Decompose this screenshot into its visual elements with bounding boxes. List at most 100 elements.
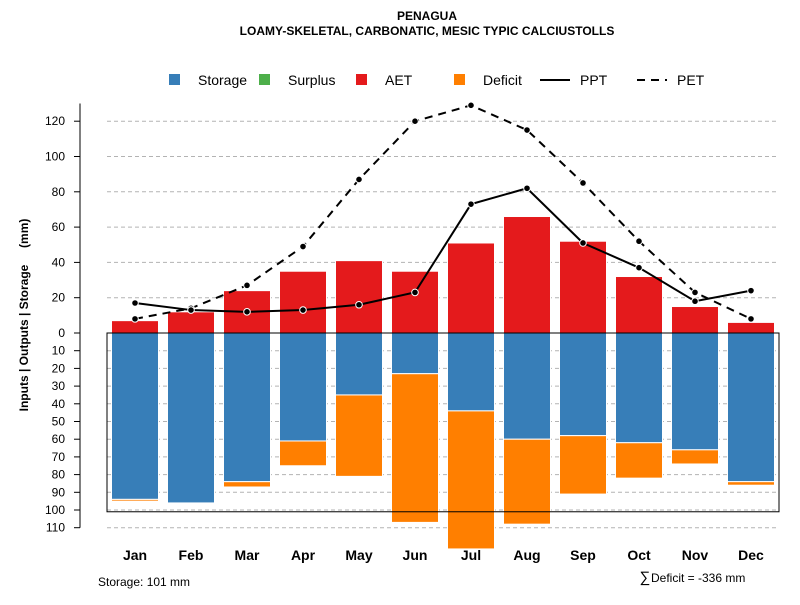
bar-storage-jul (447, 332, 495, 412)
y-tick-label-bottom: 30 (52, 379, 66, 393)
ppt-point-oct (635, 263, 643, 272)
legend-label-surplus: Surplus (288, 72, 335, 88)
y-tick-label-bottom: 40 (52, 397, 66, 411)
pet-point-jan (131, 315, 139, 323)
legend-swatch-aet (356, 74, 367, 85)
bar-deficit-sep (559, 435, 607, 495)
y-tick-label-top: 0 (58, 326, 65, 340)
gridlines (107, 120, 779, 529)
x-tick-label-jan: Jan (123, 547, 147, 563)
pet-point-sep (579, 179, 587, 187)
footer-deficit: Deficit = -336 mm (651, 571, 745, 585)
y-tick-label-top: 80 (52, 185, 66, 199)
bar-storage-apr (279, 332, 327, 442)
lines-layer (131, 101, 755, 323)
y-tick-label-bottom: 50 (52, 415, 66, 429)
y-tick-label-bottom: 110 (46, 521, 65, 535)
footer-deficit-symbol: ∑ (640, 569, 651, 586)
bar-storage-may (335, 332, 383, 396)
pet-point-mar (243, 281, 251, 290)
bar-deficit-mar (223, 481, 271, 488)
ppt-point-jul (467, 200, 475, 208)
y-tick-label-bottom: 90 (52, 485, 66, 499)
y-axis-label: Inputs | Outputs | Storage (mm) (17, 219, 31, 412)
x-tick-label-jul: Jul (461, 547, 481, 563)
ppt-line (134, 187, 752, 313)
y-tick-label-top: 40 (52, 255, 66, 269)
y-tick-label-bottom: 20 (52, 361, 66, 375)
chart-subtitle: LOAMY-SKELETAL, CARBONATIC, MESIC TYPIC … (240, 24, 615, 38)
legend: Storage Surplus AET Deficit PPT PET (169, 72, 705, 88)
x-tick-label-aug: Aug (513, 547, 540, 563)
bar-aet-jun (391, 270, 439, 334)
ppt-point-dec (747, 286, 755, 295)
ppt-point-mar (243, 308, 251, 316)
x-tick-label-sep: Sep (570, 547, 596, 563)
x-tick-label-oct: Oct (627, 547, 651, 563)
y-tick-label-top: 100 (45, 150, 65, 164)
x-tick-label-apr: Apr (291, 547, 316, 563)
bar-aet-oct (615, 276, 663, 334)
bar-deficit-nov (671, 449, 719, 465)
x-tick-label-may: May (345, 547, 372, 563)
ppt-point-may (355, 300, 363, 309)
frame-layer (106, 332, 780, 513)
ppt-point-apr (299, 306, 307, 314)
axes-layer: 0 20 40 60 80 100 120 10 20 30 40 50 60 70 80 90 100 110 J… (45, 103, 764, 563)
y-tick-label-bottom: 10 (52, 344, 66, 358)
y-tick-label-bottom: 70 (52, 450, 66, 464)
pet-point-dec (747, 315, 755, 323)
x-tick-label-jun: Jun (403, 547, 428, 563)
bar-aet-sep (559, 240, 607, 334)
bar-storage-aug (503, 332, 551, 440)
bar-aet-nov (671, 306, 719, 334)
footer-storage: Storage: 101 mm (98, 575, 190, 589)
bar-deficit-jun (391, 373, 439, 523)
legend-label-pet: PET (677, 72, 705, 88)
bar-deficit-aug (503, 438, 551, 525)
y-tick-label-top: 60 (52, 220, 66, 234)
bar-storage-jan (111, 332, 159, 500)
y-tick-label-bottom: 80 (52, 468, 66, 482)
legend-swatch-surplus (259, 74, 270, 85)
bar-storage-oct (615, 332, 663, 444)
x-tick-label-feb: Feb (179, 547, 204, 563)
chart-title: PENAGUA (397, 9, 457, 23)
y-tick-label-top: 120 (45, 114, 65, 128)
bar-storage-feb (167, 332, 215, 504)
pet-point-oct (635, 237, 643, 246)
x-tick-label-mar: Mar (235, 547, 260, 563)
bar-deficit-dec (727, 481, 775, 486)
bar-deficit-apr (279, 440, 327, 467)
bar-storage-nov (671, 332, 719, 451)
legend-label-aet: AET (385, 72, 413, 88)
pet-point-aug (523, 126, 531, 134)
bar-storage-jun (391, 332, 439, 375)
bar-aet-may (335, 260, 383, 334)
ppt-point-aug (523, 184, 531, 193)
bar-storage-sep (559, 332, 607, 437)
pet-point-jun (411, 117, 419, 125)
x-tick-label-nov: Nov (682, 547, 709, 563)
pet-line (134, 104, 752, 320)
pet-point-jul (467, 101, 475, 110)
bar-aet-feb (167, 311, 215, 334)
ppt-point-jan (131, 299, 139, 307)
legend-label-storage: Storage (198, 72, 247, 88)
bar-storage-dec (727, 332, 775, 483)
bar-aet-apr (279, 270, 327, 334)
y-tick-label-top: 20 (52, 291, 66, 305)
legend-label-ppt: PPT (580, 72, 608, 88)
bar-deficit-may (335, 394, 383, 477)
legend-swatch-deficit (454, 74, 465, 85)
ppt-point-sep (579, 239, 587, 247)
ppt-point-feb (187, 306, 195, 314)
pet-point-may (355, 175, 363, 184)
x-tick-label-dec: Dec (738, 547, 764, 563)
ppt-point-nov (691, 297, 699, 306)
pet-point-nov (691, 288, 699, 297)
bar-deficit-jan (111, 498, 159, 502)
y-tick-label-bottom: 60 (52, 432, 66, 446)
y-tick-label-bottom: 100 (45, 503, 65, 517)
